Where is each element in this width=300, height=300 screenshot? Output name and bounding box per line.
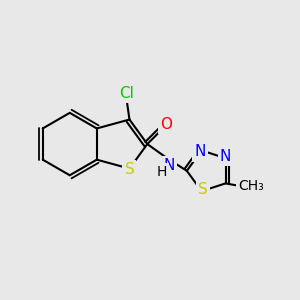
Text: O: O — [160, 117, 172, 132]
Text: N: N — [220, 149, 231, 164]
Text: Cl: Cl — [119, 86, 134, 101]
Text: S: S — [124, 162, 134, 177]
Text: CH₃: CH₃ — [238, 179, 264, 194]
Text: H: H — [157, 165, 167, 179]
Text: N: N — [163, 158, 174, 173]
Text: S: S — [198, 182, 208, 197]
Text: N: N — [194, 144, 206, 159]
